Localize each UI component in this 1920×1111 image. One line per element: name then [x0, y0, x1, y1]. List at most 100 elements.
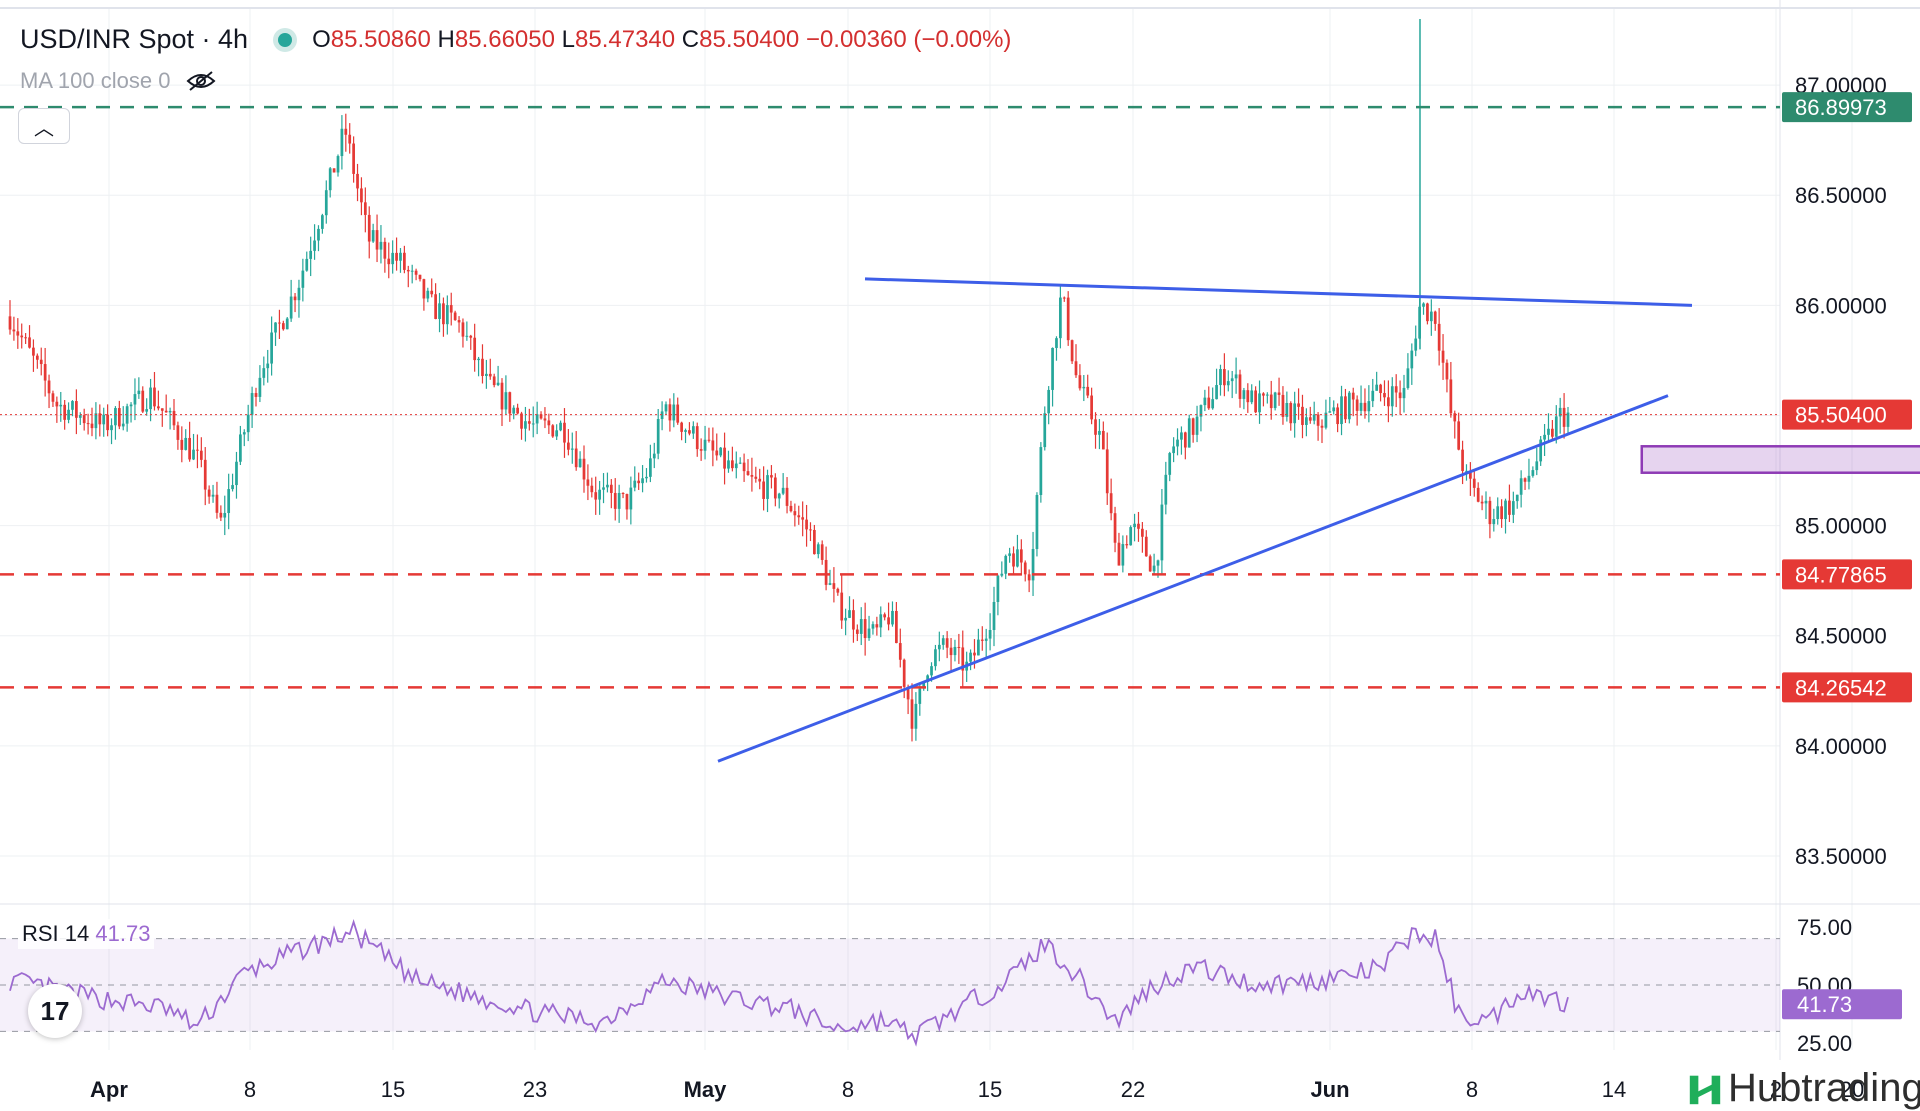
- candle-body: [524, 421, 527, 429]
- candle-body: [1359, 402, 1363, 411]
- candle-body: [1039, 447, 1043, 495]
- rsi-tick-label: 25.00: [1797, 1031, 1852, 1056]
- candle-body: [1539, 439, 1543, 462]
- candle: [1234, 357, 1238, 394]
- candle-body: [387, 258, 391, 265]
- candle-body: [676, 404, 680, 423]
- candle-body: [1492, 519, 1496, 525]
- level-tag-text: 84.77865: [1795, 562, 1887, 587]
- candle: [1312, 401, 1316, 425]
- price-tick-label: 86.50000: [1795, 183, 1887, 208]
- candle: [1027, 569, 1031, 593]
- candle: [1344, 388, 1347, 423]
- candle: [1012, 546, 1015, 574]
- candle: [539, 411, 543, 420]
- candle: [629, 476, 633, 525]
- candle-body: [293, 296, 297, 301]
- candle: [133, 378, 137, 421]
- candle: [961, 630, 965, 687]
- collapse-legend-button[interactable]: ︿: [18, 108, 70, 144]
- symbol-legend: USD/INR Spot · 4h O85.50860 H85.66050 L8…: [20, 24, 1011, 55]
- candle: [934, 644, 937, 671]
- last-price-tag-bg: [1782, 399, 1912, 430]
- candle-body: [1094, 419, 1097, 435]
- candle-body: [246, 414, 250, 433]
- candle-body: [1414, 338, 1418, 351]
- candle-body: [313, 240, 316, 251]
- candle-body: [824, 559, 828, 585]
- candle: [321, 213, 324, 234]
- candle: [168, 407, 172, 430]
- candle-body: [63, 404, 67, 420]
- candle: [871, 621, 875, 635]
- candle: [742, 453, 746, 482]
- close-value: 85.50400: [699, 25, 800, 53]
- candle: [387, 242, 391, 279]
- candle: [293, 292, 297, 313]
- candle-body: [832, 583, 836, 589]
- candle: [567, 429, 570, 456]
- candle-body: [512, 407, 516, 414]
- candle: [645, 468, 648, 483]
- candle-body: [1262, 393, 1265, 396]
- candle-body: [281, 323, 285, 330]
- candle-body: [734, 463, 738, 469]
- candle-body: [289, 296, 293, 319]
- candle-body: [375, 230, 379, 250]
- candle: [422, 278, 426, 311]
- tradingview-logo-icon[interactable]: 17: [28, 984, 82, 1038]
- candle: [102, 407, 106, 437]
- candle: [656, 409, 660, 460]
- candle-body: [1148, 556, 1152, 572]
- candle-body: [242, 432, 246, 435]
- candle: [578, 451, 582, 468]
- candle: [469, 334, 473, 350]
- candle-body: [559, 422, 562, 431]
- candle-body: [1285, 403, 1289, 417]
- candle: [352, 136, 355, 183]
- candle: [1219, 364, 1222, 396]
- candle: [317, 225, 320, 252]
- candle: [590, 477, 594, 498]
- rsi-label[interactable]: RSI 14: [22, 921, 90, 946]
- candle-body: [840, 592, 844, 621]
- candle: [196, 434, 199, 469]
- candle-body: [1070, 340, 1074, 362]
- candle: [1328, 397, 1332, 413]
- candle-body: [926, 675, 929, 682]
- symbol-title[interactable]: USD/INR Spot · 4h: [20, 24, 249, 54]
- candle-body: [777, 493, 781, 499]
- candle: [785, 477, 789, 514]
- time-tick-label: 23: [523, 1077, 547, 1102]
- candle-body: [1496, 506, 1500, 520]
- candle-body: [973, 652, 976, 656]
- candle: [114, 406, 117, 440]
- candle-body: [633, 480, 637, 488]
- candle-body: [1402, 387, 1406, 399]
- level-tag-bg: [1782, 92, 1912, 123]
- candle: [1488, 496, 1492, 539]
- ma-label[interactable]: MA 100 close 0: [20, 68, 171, 93]
- candle-body: [1293, 403, 1297, 424]
- time-tick-label: 8: [244, 1077, 256, 1102]
- candle: [1051, 347, 1054, 407]
- candle: [750, 457, 754, 492]
- time-tick-label: 22: [1121, 1077, 1145, 1102]
- eye-off-icon[interactable]: [186, 71, 216, 91]
- candle-body: [1547, 428, 1550, 435]
- candle: [254, 387, 258, 407]
- candle-body: [1461, 449, 1464, 471]
- candle-body: [910, 699, 914, 729]
- candle-body: [652, 453, 656, 459]
- candle-body: [215, 494, 219, 513]
- level-tag: 86.89973: [1782, 92, 1912, 123]
- candle: [375, 214, 379, 263]
- candle-body: [1000, 573, 1004, 576]
- candle: [1469, 462, 1472, 496]
- candle: [1250, 384, 1254, 405]
- candle: [996, 574, 1000, 616]
- candle-body: [793, 511, 797, 516]
- candle: [1398, 380, 1402, 415]
- candle: [1172, 437, 1175, 463]
